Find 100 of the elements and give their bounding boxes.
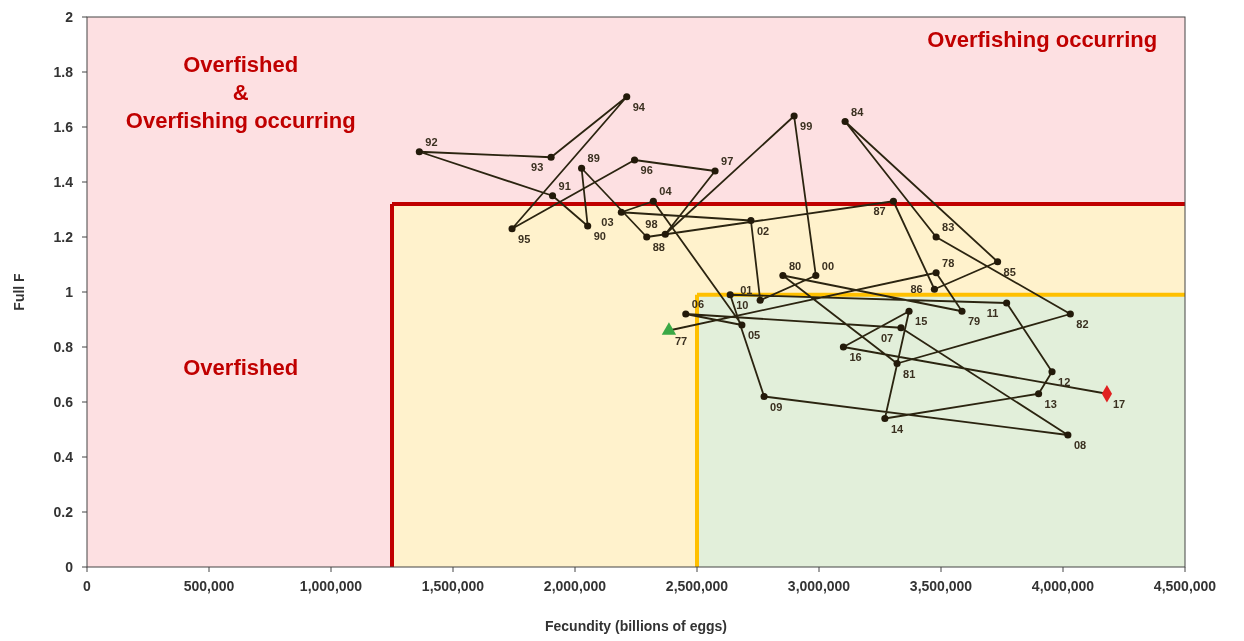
point xyxy=(994,258,1002,266)
point xyxy=(932,269,940,277)
annotation: Overfishing occurring xyxy=(927,27,1158,53)
x-tick-label: 500,000 xyxy=(183,578,235,594)
point xyxy=(1048,368,1056,376)
point xyxy=(958,307,966,315)
annotation: 81 xyxy=(903,367,916,380)
point xyxy=(623,93,631,101)
annotation: 08 xyxy=(1073,439,1087,451)
y-tick-label: 1 xyxy=(65,284,74,300)
point xyxy=(747,216,755,225)
point xyxy=(881,414,889,423)
point xyxy=(841,117,849,126)
x-tick-label: 1,500,000 xyxy=(421,578,485,594)
annotation: 11 xyxy=(986,307,999,319)
point xyxy=(905,307,913,315)
point xyxy=(661,230,669,238)
x-tick-label: 3,500,000 xyxy=(909,578,973,594)
point xyxy=(1066,310,1074,318)
annotation: 85 xyxy=(1003,265,1016,278)
point xyxy=(930,285,938,293)
annotation: 78 xyxy=(942,256,955,269)
y-tick-label: 0.4 xyxy=(53,449,74,465)
y-tick-label: 1.4 xyxy=(53,174,74,190)
annotation: 83 xyxy=(942,221,955,233)
y-tick-label: 1.8 xyxy=(53,64,74,80)
annotation: 13 xyxy=(1044,397,1057,410)
annotation: 93 xyxy=(531,161,544,174)
point xyxy=(548,192,557,200)
annotation: 03 xyxy=(601,216,614,229)
x-tick-label: 1,000,000 xyxy=(299,578,363,594)
annotation: 05 xyxy=(747,329,761,341)
point xyxy=(630,156,639,164)
point xyxy=(1064,431,1072,439)
y-tick-label: 0.2 xyxy=(53,504,74,520)
point xyxy=(578,164,586,172)
annotation: 98 xyxy=(645,218,658,231)
annotation: 16 xyxy=(849,351,862,363)
y-axis-title: Full F xyxy=(11,272,27,311)
x-tick-label: 3,000,000 xyxy=(787,578,851,594)
annotation: 91 xyxy=(558,179,571,192)
x-tick-label: 2,000,000 xyxy=(543,578,607,594)
point xyxy=(711,167,719,175)
annotation: 88 xyxy=(652,241,665,253)
point xyxy=(756,296,764,304)
point xyxy=(726,291,734,299)
annotation: 95 xyxy=(518,232,531,245)
point xyxy=(508,225,516,233)
point xyxy=(760,392,768,401)
x-tick-label: 2,500,000 xyxy=(665,578,729,594)
annotation: 10 xyxy=(736,298,749,311)
y-tick-label: 1.6 xyxy=(53,119,74,135)
point xyxy=(839,343,847,351)
x-tick-label: 0 xyxy=(83,578,92,594)
annotation: 96 xyxy=(640,164,653,176)
annotation: 97 xyxy=(721,155,734,167)
annotation: 09 xyxy=(770,400,783,413)
y-tick-label: 0.6 xyxy=(53,394,74,410)
point xyxy=(643,233,651,241)
annotation: 12 xyxy=(1058,375,1071,388)
annotation: 17 xyxy=(1112,397,1126,410)
point xyxy=(1003,299,1011,307)
annotation: 77 xyxy=(674,334,688,347)
y-tick-label: 0.8 xyxy=(53,339,74,355)
annotation: 00 xyxy=(821,259,835,272)
point xyxy=(682,310,690,318)
annotation: 04 xyxy=(659,185,673,198)
x-axis-title: Fecundity (billions of eggs) xyxy=(545,618,727,634)
y-tick-label: 2 xyxy=(65,9,74,25)
point xyxy=(897,324,905,332)
point xyxy=(812,271,820,280)
annotation: 99 xyxy=(800,120,813,132)
x-tick-label: 4,000,000 xyxy=(1031,578,1095,594)
y-tick-label: 0 xyxy=(65,559,74,575)
annotation: 94 xyxy=(632,100,646,113)
point xyxy=(415,148,423,156)
y-tick-label: 1.2 xyxy=(53,229,74,245)
point xyxy=(738,321,746,329)
point xyxy=(1035,390,1043,398)
annotation: 86 xyxy=(910,283,923,296)
annotation: 15 xyxy=(915,315,928,328)
annotation: 07 xyxy=(880,331,894,344)
annotation: 87 xyxy=(873,205,886,218)
point xyxy=(547,153,555,161)
annotation: 80 xyxy=(788,259,802,272)
point xyxy=(893,359,901,368)
point xyxy=(889,197,897,205)
annotation: 14 xyxy=(890,422,904,435)
point xyxy=(649,197,657,205)
annotation: 82 xyxy=(1076,318,1089,330)
point xyxy=(932,233,940,241)
point xyxy=(584,222,592,230)
point xyxy=(661,322,677,335)
point xyxy=(617,208,625,216)
annotation: 90 xyxy=(593,230,606,242)
annotation: 89 xyxy=(587,152,600,165)
annotation: Overfished & Overfishing occurring xyxy=(125,52,356,133)
annotation: 84 xyxy=(851,105,865,118)
x-tick-label: 4,500,000 xyxy=(1153,578,1217,594)
annotation: 02 xyxy=(756,224,770,237)
